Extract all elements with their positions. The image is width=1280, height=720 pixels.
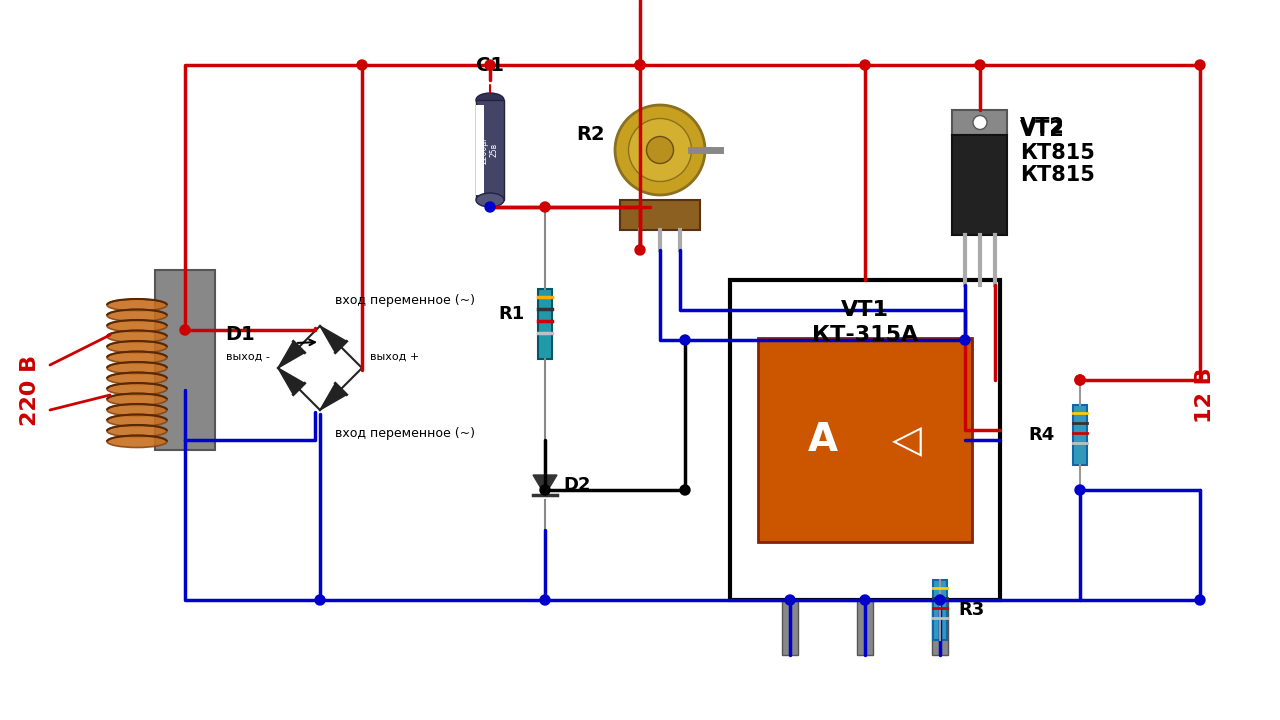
Circle shape [540, 485, 550, 495]
Circle shape [540, 595, 550, 605]
Circle shape [1196, 60, 1204, 70]
Text: R4: R4 [1029, 426, 1055, 444]
Circle shape [1075, 375, 1085, 385]
Ellipse shape [108, 310, 166, 322]
Circle shape [357, 60, 367, 70]
Circle shape [960, 335, 970, 345]
Circle shape [485, 60, 495, 70]
Ellipse shape [108, 425, 166, 437]
FancyBboxPatch shape [1073, 405, 1087, 465]
Ellipse shape [476, 93, 504, 107]
Ellipse shape [108, 436, 166, 448]
Ellipse shape [108, 299, 166, 311]
Text: 220 В: 220 В [20, 354, 40, 426]
Ellipse shape [108, 415, 166, 426]
Text: R3: R3 [957, 601, 984, 619]
Ellipse shape [108, 383, 166, 395]
Polygon shape [320, 326, 347, 353]
Text: 2200μF
25в: 2200μF 25в [479, 136, 499, 164]
Circle shape [1075, 485, 1085, 495]
Ellipse shape [108, 330, 166, 343]
FancyBboxPatch shape [932, 600, 948, 655]
FancyBboxPatch shape [538, 289, 552, 359]
Text: C1: C1 [476, 56, 504, 75]
FancyBboxPatch shape [858, 600, 873, 655]
Text: выход +: выход + [370, 352, 420, 362]
FancyBboxPatch shape [952, 135, 1007, 235]
Circle shape [1196, 595, 1204, 605]
FancyBboxPatch shape [476, 100, 504, 200]
FancyBboxPatch shape [933, 580, 947, 640]
FancyBboxPatch shape [758, 338, 972, 542]
FancyBboxPatch shape [155, 270, 215, 450]
Text: А: А [808, 421, 838, 459]
FancyBboxPatch shape [782, 600, 797, 655]
Polygon shape [320, 383, 347, 410]
Circle shape [628, 119, 691, 181]
Text: выход -: выход - [227, 352, 270, 362]
Polygon shape [278, 341, 305, 368]
Text: D2: D2 [563, 476, 590, 494]
Text: D1: D1 [225, 325, 255, 344]
Text: VT1: VT1 [841, 300, 890, 320]
Text: R1: R1 [499, 305, 525, 323]
Circle shape [934, 595, 945, 605]
Text: R2: R2 [576, 125, 605, 144]
Ellipse shape [108, 372, 166, 384]
Circle shape [614, 105, 705, 195]
Text: вход переменное (~): вход переменное (~) [335, 427, 475, 440]
Polygon shape [532, 475, 557, 495]
Ellipse shape [108, 341, 166, 353]
FancyBboxPatch shape [620, 200, 700, 230]
FancyBboxPatch shape [952, 110, 1007, 135]
Text: VT2: VT2 [1020, 120, 1065, 140]
Circle shape [646, 137, 673, 163]
Ellipse shape [476, 193, 504, 207]
Text: КТ-315А: КТ-315А [812, 325, 918, 345]
Text: вход переменное (~): вход переменное (~) [335, 294, 475, 307]
Circle shape [635, 245, 645, 255]
Circle shape [860, 60, 870, 70]
Text: VT2
КТ815: VT2 КТ815 [1020, 117, 1094, 163]
Ellipse shape [108, 320, 166, 332]
Ellipse shape [108, 362, 166, 374]
Circle shape [635, 60, 645, 70]
Circle shape [315, 595, 325, 605]
Circle shape [680, 485, 690, 495]
FancyBboxPatch shape [730, 280, 1000, 600]
Circle shape [785, 595, 795, 605]
Circle shape [973, 115, 987, 130]
Circle shape [540, 202, 550, 212]
Circle shape [180, 325, 189, 335]
FancyBboxPatch shape [476, 105, 484, 195]
Circle shape [635, 60, 645, 70]
Ellipse shape [108, 351, 166, 364]
Ellipse shape [108, 394, 166, 405]
Text: 12 В: 12 В [1196, 367, 1215, 423]
Text: ◁: ◁ [892, 421, 922, 459]
Circle shape [680, 335, 690, 345]
Circle shape [975, 60, 986, 70]
Text: КТ815: КТ815 [1020, 165, 1094, 185]
FancyBboxPatch shape [265, 315, 375, 425]
Ellipse shape [108, 404, 166, 416]
Circle shape [1075, 375, 1085, 385]
Circle shape [860, 595, 870, 605]
Polygon shape [278, 368, 305, 395]
Circle shape [485, 202, 495, 212]
